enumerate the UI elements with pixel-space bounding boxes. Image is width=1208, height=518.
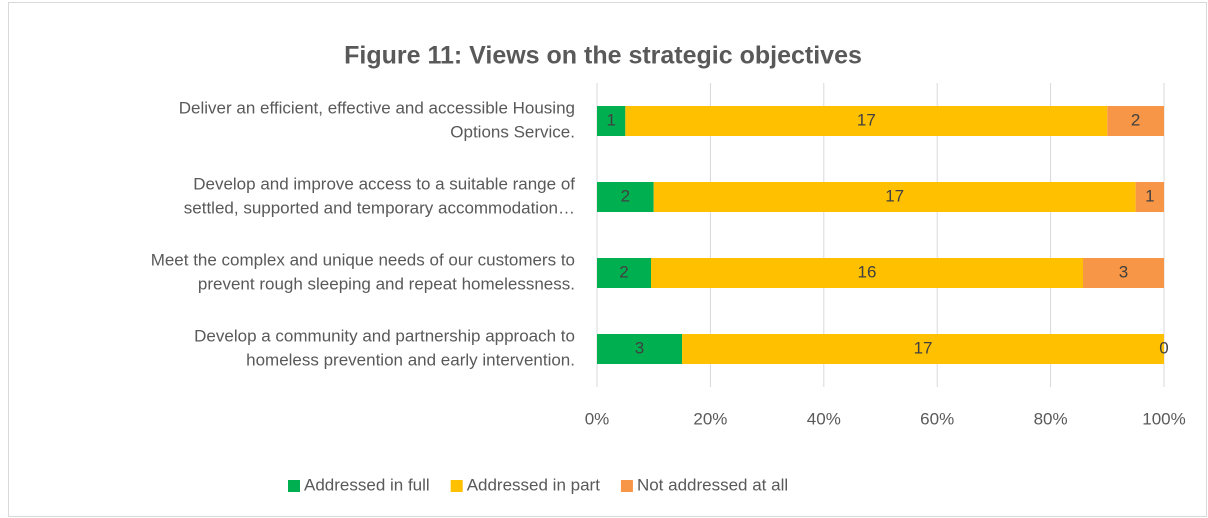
legend-label: Addressed in full	[304, 475, 430, 494]
data-label: 0	[1159, 338, 1168, 357]
bar-segment	[653, 182, 1136, 212]
data-label: 3	[1119, 262, 1128, 281]
y-tick-label: Develop a community and partnership appr…	[194, 326, 575, 345]
y-tick-label: Meet the complex and unique needs of our…	[151, 250, 575, 269]
chart-title: Figure 11: Views on the strategic object…	[344, 42, 862, 70]
data-label: 16	[858, 262, 877, 281]
legend-label: Not addressed at all	[637, 475, 788, 494]
y-tick-label: prevent rough sleeping and repeat homele…	[198, 274, 575, 293]
bar-segment	[597, 258, 651, 288]
y-tick-label: Options Service.	[450, 122, 575, 141]
data-label: 2	[621, 186, 630, 205]
x-tick-label: 60%	[920, 409, 954, 428]
x-tick-label: 100%	[1142, 409, 1185, 428]
bar-segment	[651, 258, 1083, 288]
x-tick-label: 80%	[1034, 409, 1068, 428]
y-tick-label: settled, supported and temporary accommo…	[184, 198, 575, 217]
data-label: 2	[619, 262, 628, 281]
bar-segment	[625, 106, 1108, 136]
bar-segment	[597, 106, 626, 136]
bar-segment	[682, 334, 1164, 364]
x-tick-label: 20%	[693, 409, 727, 428]
data-label: 17	[885, 186, 904, 205]
legend-swatch	[620, 480, 633, 492]
data-label: 1	[1145, 186, 1154, 205]
x-tick-label: 40%	[807, 409, 841, 428]
y-tick-label: Deliver an efficient, effective and acce…	[179, 98, 575, 117]
bar-segment	[1135, 182, 1164, 212]
legend-swatch	[450, 480, 463, 492]
legend-label: Addressed in part	[467, 475, 601, 494]
data-label: 17	[914, 338, 933, 357]
y-tick-label: Develop and improve access to a suitable…	[193, 174, 575, 193]
x-tick-label: 0%	[585, 409, 610, 428]
bar-segment	[1107, 106, 1164, 136]
y-tick-label: homeless prevention and early interventi…	[246, 350, 575, 369]
data-label: 3	[635, 338, 644, 357]
data-label: 2	[1131, 110, 1140, 129]
data-label: 1	[606, 110, 615, 129]
legend-swatch	[288, 480, 300, 492]
bar-segment	[597, 334, 683, 364]
bar-segment	[597, 182, 654, 212]
data-label: 17	[857, 110, 876, 129]
bar-segment	[1083, 258, 1164, 288]
